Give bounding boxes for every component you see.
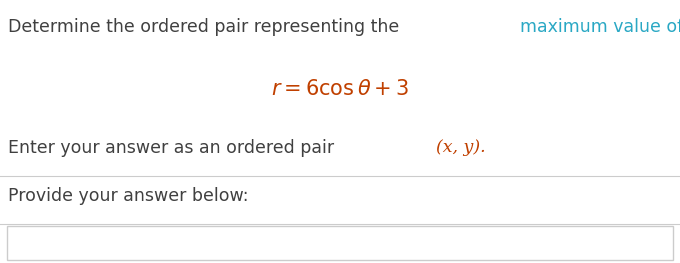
Text: Determine the ordered pair representing the: Determine the ordered pair representing … (8, 18, 405, 36)
Text: Enter your answer as an ordered pair: Enter your answer as an ordered pair (8, 139, 340, 157)
Text: $r = 6\cos\theta + 3$: $r = 6\cos\theta + 3$ (271, 79, 409, 99)
FancyBboxPatch shape (7, 226, 673, 260)
Text: Provide your answer below:: Provide your answer below: (8, 187, 249, 205)
Text: maximum value of the graph of the equation below.: maximum value of the graph of the equati… (520, 18, 680, 36)
Text: (x, y).: (x, y). (436, 139, 486, 156)
